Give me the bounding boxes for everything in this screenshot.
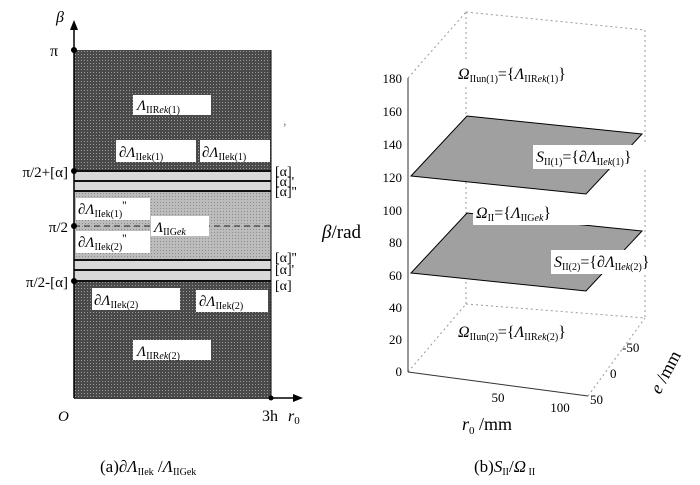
svg-text:[α]: [α] [275, 165, 292, 180]
x-axis-line [407, 371, 589, 397]
x-axis-arrow [293, 394, 303, 402]
y-tick-pi2-minus: π/2-[α] [26, 275, 68, 291]
left-panel: β O 3h r0 π π/2+[α] π/2 π/2-[α] [α] [α]'… [22, 9, 303, 478]
svg-text:50: 50 [492, 390, 505, 405]
svg-text:120: 120 [383, 170, 403, 185]
y-axis-title: e /mm [646, 347, 685, 397]
origin-label: O [58, 409, 69, 425]
tick-dot-3h [268, 395, 274, 401]
svg-text:0: 0 [396, 364, 403, 379]
stray-mark: , [283, 114, 287, 129]
plane-upper [409, 115, 644, 195]
y-tick-pi: π [50, 43, 58, 60]
y-tick-pi2-plus: π/2+[α] [22, 165, 68, 181]
x-tick-labels: 50 100 [492, 390, 570, 415]
label-omega-un1: ΩIIun(1)={ΛIIRek(1)} [458, 66, 566, 85]
right-marks: [α] [α]' [α]'' [α]'' [α]' [α] [275, 165, 297, 294]
y-tick-pi2: π/2 [49, 220, 68, 236]
svg-text:[α]'': [α]'' [275, 251, 297, 266]
svg-text:[α]'': [α]'' [275, 185, 297, 200]
x-end-label: 3h [262, 408, 278, 425]
svg-text:40: 40 [389, 300, 402, 315]
y-axis-label: β [55, 9, 64, 26]
right-panel: 0 20 40 60 80 100 120 140 160 180 50 100… [321, 11, 691, 478]
label-omega-un2: ΩIIun(2)={ΛIIRek(2)} [458, 324, 566, 343]
svg-text:0: 0 [610, 366, 617, 381]
caption-left: (a)∂ΛIIek /ΛIIGek [100, 457, 196, 478]
y-axis-arrow [70, 20, 78, 30]
x-axis-label: r0 [288, 408, 300, 427]
y-tick-dots [71, 47, 77, 284]
svg-text:180: 180 [383, 71, 403, 86]
svg-text:-50: -50 [622, 340, 639, 355]
label-omega: ΩII={ΛIIGek} [476, 205, 551, 224]
svg-text:50: 50 [590, 392, 603, 407]
svg-text:100: 100 [550, 400, 570, 415]
svg-text:[α]': [α]' [275, 263, 294, 278]
caption-right: (b)SII/Ω II [474, 457, 535, 478]
svg-text:100: 100 [383, 203, 403, 218]
svg-text:[α]: [α] [275, 279, 292, 294]
z-tick-labels: 0 20 40 60 80 100 120 140 160 180 [383, 71, 403, 379]
label-s1: SII(1)={∂ΛIIek(1)} [536, 149, 632, 168]
label-s2: SII(2)={∂ΛIIek(2)} [554, 254, 650, 273]
svg-text:160: 160 [383, 104, 403, 119]
y-tick-labels: -50 0 50 [590, 340, 639, 407]
svg-text:[α]': [α]' [275, 175, 294, 190]
svg-text:80: 80 [389, 235, 402, 250]
svg-text:60: 60 [389, 268, 402, 283]
x-axis-title: r0 /mm [462, 414, 512, 437]
svg-text:140: 140 [383, 137, 403, 152]
z-axis-title: β/rad [321, 222, 362, 243]
band-lines [74, 170, 271, 282]
svg-text:20: 20 [389, 332, 402, 347]
